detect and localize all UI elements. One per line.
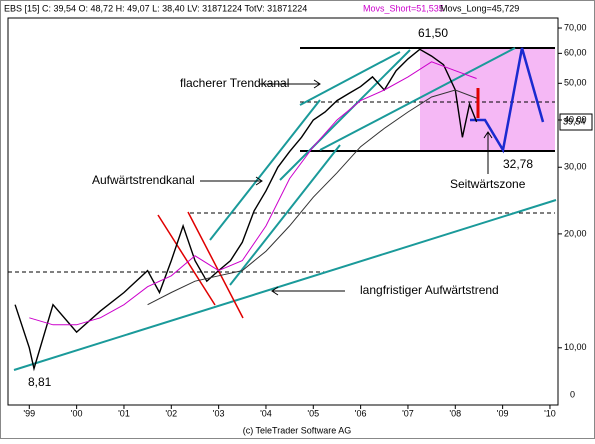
x-tick-label: '99 [23, 408, 35, 418]
projection [470, 47, 545, 154]
x-tick-label: '00 [71, 408, 83, 418]
y-tick-label: 20,00 [564, 228, 587, 238]
header-short: Movs_Short=51,535 [363, 3, 444, 13]
x-tick-label: '01 [118, 408, 130, 418]
series-line [147, 89, 477, 306]
annotation: 8,81 [28, 375, 52, 389]
annotation: Aufwärtstrendkanal [92, 173, 195, 187]
y-tick-label: 10,00 [564, 342, 587, 352]
header-long: Movs_Long=45,729 [440, 3, 519, 13]
y-tick-label: 70,00 [564, 22, 587, 32]
y-tick-label: 30,00 [564, 162, 587, 172]
x-tick-label: '02 [165, 408, 177, 418]
last-price-box [559, 113, 593, 131]
bottom-label: 0 [570, 389, 575, 399]
footer: (c) TeleTrader Software AG [243, 425, 352, 435]
x-tick-label: '06 [355, 408, 367, 418]
header: EBS [15] C: 39,54 O: 48,72 H: 49,07 L: 3… [4, 3, 519, 13]
trend-lines [13, 47, 557, 371]
x-tick-label: '05 [307, 408, 319, 418]
last-price: 39,54 [563, 116, 586, 126]
annotation: flacherer Trendkanal [180, 76, 289, 90]
annotation: langfristiger Aufwärtstrend [360, 283, 499, 297]
annotation: 61,50 [418, 26, 448, 40]
y-tick-label: 40,00 [564, 114, 587, 124]
x-tick-label: '04 [260, 408, 272, 418]
y-tick-label: 50,00 [564, 78, 587, 88]
x-tick-label: '10 [544, 408, 556, 418]
arrows [200, 79, 493, 296]
annotation: Seitwärtszone [450, 177, 526, 191]
header-text: EBS [15] C: 39,54 O: 48,72 H: 49,07 L: 3… [4, 3, 307, 13]
series-line [29, 61, 477, 326]
x-tick-label: '07 [402, 408, 414, 418]
x-tick-label: '03 [213, 408, 225, 418]
x-tick-label: '08 [449, 408, 461, 418]
series-line [14, 48, 478, 372]
x-tick-label: '09 [497, 408, 509, 418]
y-tick-label: 60,00 [564, 48, 587, 58]
down-channel [157, 211, 244, 319]
annotation: 32,78 [503, 157, 533, 171]
